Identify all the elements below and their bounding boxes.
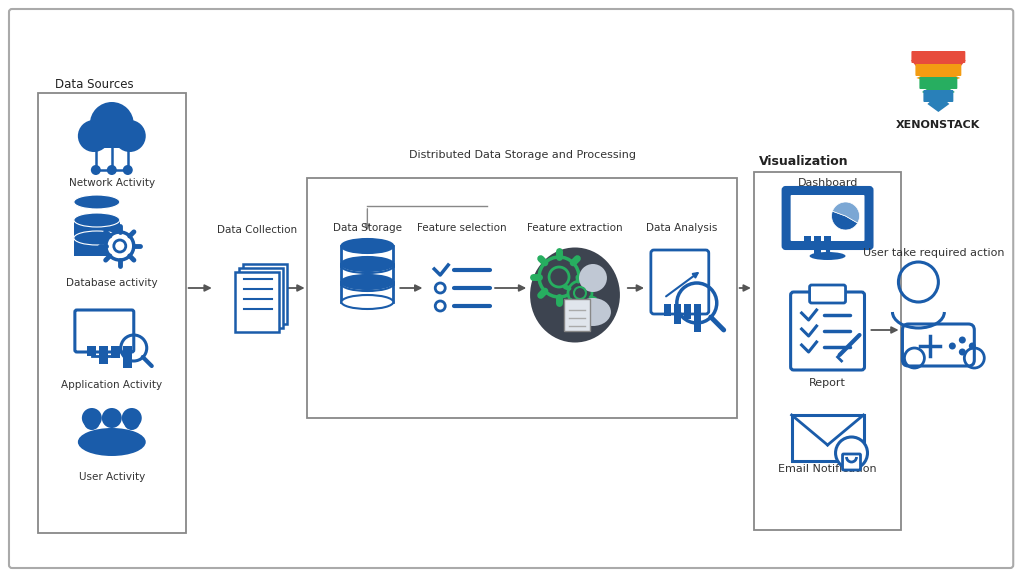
Text: Dashboard: Dashboard	[798, 178, 858, 188]
Circle shape	[579, 264, 607, 292]
Circle shape	[124, 414, 139, 430]
FancyBboxPatch shape	[754, 172, 901, 530]
Bar	[664, 304, 671, 316]
Ellipse shape	[341, 257, 393, 271]
Ellipse shape	[74, 195, 120, 209]
Text: Network Activity: Network Activity	[69, 178, 155, 188]
Circle shape	[78, 120, 110, 152]
Ellipse shape	[341, 295, 393, 309]
Ellipse shape	[341, 275, 393, 289]
Circle shape	[122, 408, 141, 428]
FancyBboxPatch shape	[810, 285, 846, 303]
Text: Report: Report	[809, 378, 846, 388]
Text: Data Collection: Data Collection	[217, 225, 298, 235]
Text: Feature extraction: Feature extraction	[527, 223, 623, 233]
FancyBboxPatch shape	[9, 9, 1013, 568]
Ellipse shape	[341, 259, 393, 273]
Circle shape	[574, 287, 586, 299]
Circle shape	[949, 343, 955, 350]
Ellipse shape	[810, 252, 846, 260]
Text: Database activity: Database activity	[66, 278, 158, 288]
Circle shape	[101, 408, 122, 428]
Circle shape	[105, 232, 134, 260]
FancyBboxPatch shape	[911, 51, 966, 63]
Circle shape	[539, 257, 579, 297]
Circle shape	[114, 120, 145, 152]
FancyBboxPatch shape	[564, 299, 590, 331]
Wedge shape	[833, 202, 859, 223]
FancyBboxPatch shape	[307, 178, 736, 418]
FancyBboxPatch shape	[38, 93, 185, 533]
FancyBboxPatch shape	[920, 77, 957, 89]
Ellipse shape	[575, 298, 611, 326]
Text: User Activity: User Activity	[79, 472, 145, 482]
FancyBboxPatch shape	[791, 195, 864, 241]
FancyBboxPatch shape	[791, 292, 864, 370]
Ellipse shape	[74, 213, 120, 227]
Circle shape	[958, 336, 966, 343]
Bar	[341, 282, 393, 302]
Ellipse shape	[341, 277, 393, 291]
Text: Distributed Data Storage and Processing: Distributed Data Storage and Processing	[409, 150, 636, 160]
Circle shape	[84, 414, 99, 430]
Circle shape	[90, 102, 134, 146]
Circle shape	[123, 165, 133, 175]
Circle shape	[106, 165, 117, 175]
FancyBboxPatch shape	[782, 187, 872, 249]
Bar	[84, 132, 139, 148]
Bar	[341, 264, 393, 284]
Text: Application Activity: Application Activity	[61, 380, 163, 390]
Bar	[804, 236, 811, 246]
Bar	[341, 246, 393, 266]
Polygon shape	[916, 68, 961, 86]
Text: User take required action: User take required action	[862, 248, 1005, 258]
Bar	[74, 238, 120, 256]
Ellipse shape	[341, 239, 393, 253]
Bar	[814, 236, 820, 254]
Text: Data Sources: Data Sources	[55, 78, 133, 91]
Circle shape	[549, 267, 569, 287]
Circle shape	[114, 240, 126, 252]
FancyBboxPatch shape	[243, 264, 287, 324]
Bar	[674, 304, 681, 324]
Bar	[694, 304, 700, 332]
Wedge shape	[831, 211, 858, 230]
Circle shape	[958, 349, 966, 355]
Bar	[111, 346, 120, 358]
FancyBboxPatch shape	[915, 64, 962, 76]
Ellipse shape	[74, 231, 120, 245]
Bar	[684, 304, 691, 319]
Bar	[792, 415, 863, 461]
Bar	[74, 220, 120, 238]
Circle shape	[91, 165, 100, 175]
FancyBboxPatch shape	[924, 90, 953, 102]
Bar	[123, 346, 132, 368]
Bar	[87, 346, 96, 356]
Circle shape	[969, 343, 976, 350]
Ellipse shape	[530, 248, 620, 343]
Circle shape	[82, 408, 101, 428]
Text: Visualization: Visualization	[759, 155, 848, 168]
Text: Data Analysis: Data Analysis	[646, 223, 718, 233]
Ellipse shape	[78, 428, 145, 456]
FancyBboxPatch shape	[651, 250, 709, 314]
FancyBboxPatch shape	[843, 454, 860, 470]
FancyBboxPatch shape	[234, 272, 279, 332]
Bar	[99, 346, 108, 364]
Circle shape	[568, 281, 592, 305]
Bar	[823, 236, 830, 248]
Polygon shape	[928, 94, 949, 112]
Polygon shape	[922, 82, 954, 100]
Text: Data Storage: Data Storage	[333, 223, 401, 233]
FancyBboxPatch shape	[239, 268, 283, 328]
Circle shape	[836, 437, 867, 469]
Text: Feature selection: Feature selection	[418, 223, 507, 233]
Polygon shape	[911, 60, 966, 70]
Text: Email Notification: Email Notification	[778, 464, 877, 474]
Text: XENONSTACK: XENONSTACK	[896, 120, 981, 130]
